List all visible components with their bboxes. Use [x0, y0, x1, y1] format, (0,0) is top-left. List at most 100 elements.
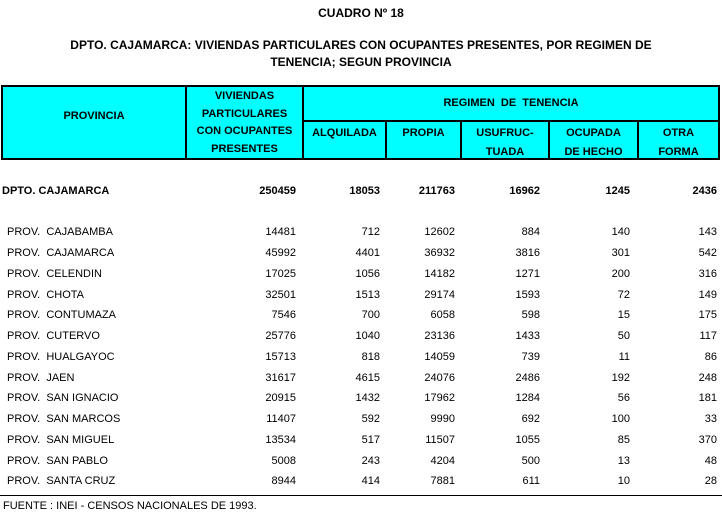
- row-value-alquilada: 1513: [355, 288, 380, 301]
- table-row: PROV. CUTERVO 25776 1040 23136 1433 50 1…: [2, 326, 720, 347]
- row-value-propia: 11507: [425, 433, 455, 446]
- row-value-otra-forma: 28: [704, 475, 717, 488]
- row-value-propia: 4204: [430, 454, 455, 467]
- row-value-otra-forma: 2436: [692, 184, 717, 197]
- row-value-ocupada-de-hecho: 100: [611, 413, 630, 426]
- row-value-viviendas: 7546: [271, 309, 296, 322]
- row-value-usufructuada: 1271: [515, 267, 540, 280]
- row-value-ocupada-de-hecho: 1245: [605, 184, 630, 197]
- row-value-alquilada: 4615: [355, 371, 380, 384]
- row-value-ocupada-de-hecho: 301: [611, 247, 630, 260]
- table-row: PROV. SAN MARCOS 11407 592 9990 692 100 …: [2, 409, 720, 430]
- row-value-propia: 6058: [430, 309, 455, 322]
- row-value-propia: 14059: [424, 350, 455, 363]
- row-value-viviendas: 25776: [265, 330, 296, 343]
- row-value-otra-forma: 117: [699, 330, 717, 343]
- column-header-provincia: PROVINCIA: [63, 109, 125, 122]
- row-label: PROV. SANTA CRUZ: [7, 475, 116, 488]
- row-value-ocupada-de-hecho: 140: [611, 226, 630, 239]
- row-value-ocupada-de-hecho: 10: [617, 475, 630, 488]
- row-value-otra-forma: 181: [698, 392, 717, 405]
- row-value-usufructuada: 1593: [515, 288, 540, 301]
- row-value-otra-forma: 370: [698, 433, 717, 446]
- row-value-alquilada: 592: [361, 413, 380, 426]
- column-header-viviendas: VIVIENDAS PARTICULARES CON OCUPANTES PRE…: [185, 87, 302, 158]
- row-value-ocupada-de-hecho: 15: [617, 309, 630, 322]
- row-value-ocupada-de-hecho: 200: [611, 267, 630, 280]
- row-label: PROV. CAJAMARCA: [7, 247, 115, 260]
- row-label: PROV. SAN MARCOS: [7, 413, 121, 426]
- row-label: PROV. SAN IGNACIO: [7, 392, 119, 405]
- source-note: FUENTE : INEI - CENSOS NACIONALES DE 199…: [3, 500, 257, 512]
- row-label: PROV. SAN PABLO: [7, 454, 108, 467]
- row-value-otra-forma: 48: [704, 454, 717, 467]
- row-value-propia: 23136: [424, 330, 455, 343]
- row-value-otra-forma: 248: [698, 371, 717, 384]
- row-value-usufructuada: 598: [521, 309, 540, 322]
- row-value-propia: 24076: [424, 371, 455, 384]
- table-subtitle: DPTO. CAJAMARCA: VIVIENDAS PARTICULARES …: [70, 38, 652, 69]
- column-header-propia: PROPIA: [385, 120, 460, 158]
- row-value-alquilada: 1432: [355, 392, 380, 405]
- row-value-alquilada: 243: [361, 454, 380, 467]
- row-value-ocupada-de-hecho: 13: [617, 454, 630, 467]
- row-value-viviendas: 15713: [265, 350, 296, 363]
- row-value-otra-forma: 143: [698, 226, 717, 239]
- row-value-ocupada-de-hecho: 72: [617, 288, 630, 301]
- row-value-otra-forma: 86: [704, 350, 717, 363]
- table-body: DPTO. CAJAMARCA 250459 18053 211763 1696…: [2, 180, 720, 492]
- table-header: PROVINCIA VIVIENDAS PARTICULARES CON OCU…: [1, 85, 720, 160]
- footer-divider: [0, 495, 722, 496]
- row-value-alquilada: 1040: [355, 330, 380, 343]
- row-value-usufructuada: 1433: [515, 330, 540, 343]
- province-rows: PROV. CAJABAMBA 14481 712 12602 884 140 …: [2, 222, 720, 492]
- table-row: PROV. HUALGAYOC 15713 818 14059 739 11 8…: [2, 347, 720, 368]
- row-label: PROV. CELENDIN: [7, 267, 102, 280]
- row-label: PROV. SAN MIGUEL: [7, 433, 115, 446]
- row-value-viviendas: 45992: [265, 247, 296, 260]
- row-value-viviendas: 32501: [265, 288, 296, 301]
- row-value-viviendas: 31617: [265, 371, 296, 384]
- table-row: PROV. SANTA CRUZ 8944 414 7881 611 10 28: [2, 471, 720, 492]
- row-value-viviendas: 17025: [265, 267, 296, 280]
- row-value-propia: 12602: [424, 226, 455, 239]
- row-label: PROV. CHOTA: [7, 288, 85, 301]
- row-value-ocupada-de-hecho: 50: [617, 330, 630, 343]
- row-value-ocupada-de-hecho: 192: [611, 371, 630, 384]
- table-row: PROV. CHOTA 32501 1513 29174 1593 72 149: [2, 284, 720, 305]
- row-label: PROV. CAJABAMBA: [7, 226, 113, 239]
- table-row: PROV. CAJABAMBA 14481 712 12602 884 140 …: [2, 222, 720, 243]
- column-header-ocupada-de-hecho: OCUPADA DE HECHO: [548, 120, 637, 158]
- row-value-usufructuada: 500: [521, 454, 540, 467]
- row-value-usufructuada: 2486: [515, 371, 540, 384]
- row-value-ocupada-de-hecho: 56: [617, 392, 630, 405]
- row-value-otra-forma: 33: [704, 413, 717, 426]
- table-row: PROV. SAN IGNACIO 20915 1432 17962 1284 …: [2, 388, 720, 409]
- row-value-propia: 29174: [424, 288, 455, 301]
- row-label: PROV. CONTUMAZA: [7, 309, 116, 322]
- table-total-row: DPTO. CAJAMARCA 250459 18053 211763 1696…: [2, 180, 720, 201]
- row-label: PROV. CUTERVO: [7, 330, 100, 343]
- row-value-usufructuada: 1284: [515, 392, 540, 405]
- row-value-usufructuada: 3816: [515, 247, 540, 260]
- row-label: PROV. JAEN: [7, 371, 75, 384]
- row-value-otra-forma: 542: [698, 247, 717, 260]
- row-value-viviendas: 13534: [265, 433, 296, 446]
- column-header-usufructuada: USUFRUC- TUADA: [460, 120, 548, 158]
- row-value-otra-forma: 316: [698, 267, 717, 280]
- table-row: PROV. SAN PABLO 5008 243 4204 500 13 48: [2, 450, 720, 471]
- row-value-usufructuada: 692: [521, 413, 540, 426]
- row-value-usufructuada: 1055: [515, 433, 540, 446]
- row-value-usufructuada: 739: [521, 350, 540, 363]
- row-value-alquilada: 712: [361, 226, 380, 239]
- row-value-alquilada: 700: [361, 309, 380, 322]
- row-value-viviendas: 20915: [265, 392, 296, 405]
- row-value-alquilada: 414: [361, 475, 380, 488]
- row-value-viviendas: 5008: [271, 454, 296, 467]
- column-group-header-regimen: REGIMEN DE TENENCIA: [302, 87, 718, 120]
- table-number-title: CUADRO Nº 18: [318, 6, 404, 20]
- row-value-viviendas: 11407: [266, 413, 296, 426]
- column-header-alquilada: ALQUILADA: [302, 120, 385, 158]
- table-row: PROV. CELENDIN 17025 1056 14182 1271 200…: [2, 264, 720, 285]
